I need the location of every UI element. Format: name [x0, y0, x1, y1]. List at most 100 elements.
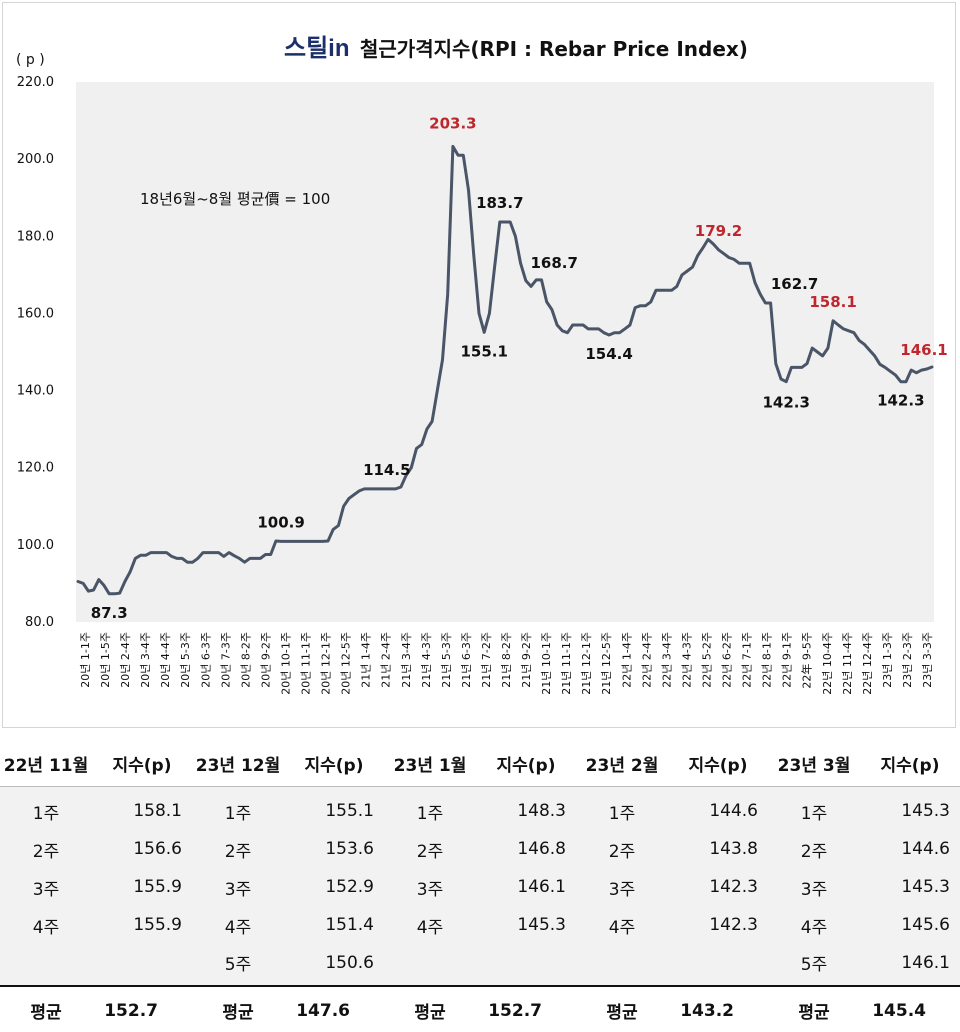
x-tick-label: 22년 6-2주: [721, 632, 734, 688]
average-value: 152.7: [476, 985, 576, 1032]
index-cell: 142.3: [668, 906, 768, 944]
week-cell: 4주: [576, 906, 668, 944]
index-cell: 144.6: [860, 830, 960, 868]
chart-frame: [2, 2, 956, 728]
average-value: 143.2: [668, 985, 768, 1032]
week-cell: 5주: [192, 944, 284, 986]
data-label: 155.1: [460, 342, 507, 360]
x-tick-label: 20년 3-4주: [139, 632, 152, 688]
week-cell: 2주: [192, 830, 284, 868]
x-tick-label: 21년 10-1주: [540, 632, 553, 695]
index-cell: 145.3: [476, 906, 576, 944]
x-tick-label: 20년 8-2주: [239, 632, 252, 688]
y-axis-ticks: 220.0 200.0 180.0 160.0 140.0 120.0 100.0 80.0: [17, 75, 54, 630]
x-tick-label: 23년 1-3주: [881, 632, 894, 688]
index-cell: 156.6: [92, 830, 192, 868]
data-label: 203.3: [429, 114, 476, 132]
week-cell: 4주: [768, 906, 860, 944]
x-tick-label: 20년 1-5주: [99, 632, 112, 688]
index-cell: [92, 944, 192, 986]
y-tick-label: 200.0: [17, 152, 54, 167]
week-cell: 1주: [768, 786, 860, 830]
index-cell: [668, 944, 768, 986]
x-tick-label: 23년 3-3주: [921, 632, 934, 688]
index-cell: 143.8: [668, 830, 768, 868]
data-label: 142.3: [762, 394, 809, 412]
index-cell: 145.3: [860, 786, 960, 830]
x-tick-label: 20년 11-1주: [300, 632, 313, 695]
week-cell: 3주: [0, 868, 92, 906]
week-cell: [0, 944, 92, 986]
x-tick-label: 20년 10-1주: [279, 632, 292, 695]
average-label: 평균: [768, 985, 860, 1032]
index-cell: 146.1: [860, 944, 960, 986]
month-header: 23년 12월: [192, 742, 284, 787]
index-header: 지수(p): [476, 742, 576, 787]
x-tick-label: 21년 8-2주: [500, 632, 513, 688]
base-note: 18년6월~8월 평균價 = 100: [140, 190, 330, 208]
index-cell: 146.1: [476, 868, 576, 906]
index-header: 지수(p): [668, 742, 768, 787]
week-cell: 3주: [576, 868, 668, 906]
x-tick-label: 22年 9-5주: [800, 632, 814, 689]
chart-title-text: 철근가격지수(RPI : Rebar Price Index): [360, 37, 748, 61]
title-brand-logo: 스틸in: [284, 35, 350, 62]
series-line-rpi: [76, 144, 934, 596]
month-header: 22년 11월: [0, 742, 92, 787]
y-tick-label: 180.0: [17, 229, 54, 244]
data-labels: 87.3 100.9 114.5 203.3 155.1 183.7 168.7 154.4 1…: [91, 114, 948, 621]
weekly-index-table: 22년 11월 지수(p) 23년 12월 지수(p) 23년 1월 지수(p) 23년 2…: [0, 742, 960, 1032]
x-tick-label: 21년 12-1주: [580, 632, 593, 695]
x-tick-label: 22년 1-4주: [620, 632, 633, 688]
x-tick-label: 22년 5-2주: [700, 632, 713, 688]
table-row: 4주 155.9 4주 151.4 4주 145.3 4주 142.3 4주 145.6: [0, 906, 960, 944]
week-cell: 1주: [192, 786, 284, 830]
index-cell: 152.9: [284, 868, 384, 906]
x-tick-label: 20년 2-4주: [119, 632, 132, 688]
data-label: 146.1: [900, 341, 947, 359]
average-label: 평균: [384, 985, 476, 1032]
x-tick-label: 21년 3-4주: [400, 632, 413, 688]
average-value: 152.7: [92, 985, 192, 1032]
x-tick-label: 22년 2-4주: [640, 632, 653, 688]
x-tick-label: 21년 4-3주: [420, 632, 433, 688]
x-tick-label: 22년 7-1주: [741, 632, 754, 688]
week-cell: 2주: [576, 830, 668, 868]
chart-svg: 스틸in 철근가격지수(RPI : Rebar Price Index) ( p…: [16, 35, 948, 695]
x-tick-label: 22년 10-4주: [821, 632, 834, 695]
week-cell: 3주: [384, 868, 476, 906]
x-tick-label: 22년 11-4주: [841, 632, 854, 695]
week-cell: 5주: [768, 944, 860, 986]
week-cell: 4주: [0, 906, 92, 944]
table-row: 2주 156.6 2주 153.6 2주 146.8 2주 143.8 2주 144.6: [0, 830, 960, 868]
index-cell: 153.6: [284, 830, 384, 868]
x-tick-label: 23년 2-3주: [901, 632, 914, 688]
x-tick-label: 20년 6-3주: [199, 632, 212, 688]
index-cell: 155.9: [92, 868, 192, 906]
index-cell: 155.9: [92, 906, 192, 944]
data-label: 179.2: [695, 222, 742, 240]
index-cell: 144.6: [668, 786, 768, 830]
x-tick-label: 22년 4-3주: [680, 632, 693, 688]
average-value: 147.6: [284, 985, 384, 1032]
month-header: 23년 3월: [768, 742, 860, 787]
y-tick-label: 100.0: [17, 538, 54, 553]
index-header: 지수(p): [284, 742, 384, 787]
x-tick-label: 22년 8-1주: [761, 632, 774, 688]
week-cell: 3주: [768, 868, 860, 906]
data-label: 154.4: [585, 345, 632, 363]
index-cell: 148.3: [476, 786, 576, 830]
index-cell: [476, 944, 576, 986]
index-cell: 146.8: [476, 830, 576, 868]
data-label: 114.5: [363, 461, 410, 479]
week-cell: 1주: [576, 786, 668, 830]
y-axis-label: ( p ): [16, 52, 45, 68]
index-header: 지수(p): [860, 742, 960, 787]
x-tick-label: 21년 5-3주: [440, 632, 453, 688]
x-tick-label: 20년 9-2주: [259, 632, 272, 688]
data-label: 87.3: [91, 604, 128, 622]
week-cell: [384, 944, 476, 986]
y-tick-label: 80.0: [25, 615, 54, 630]
month-header: 23년 2월: [576, 742, 668, 787]
plot-area: [76, 82, 934, 622]
